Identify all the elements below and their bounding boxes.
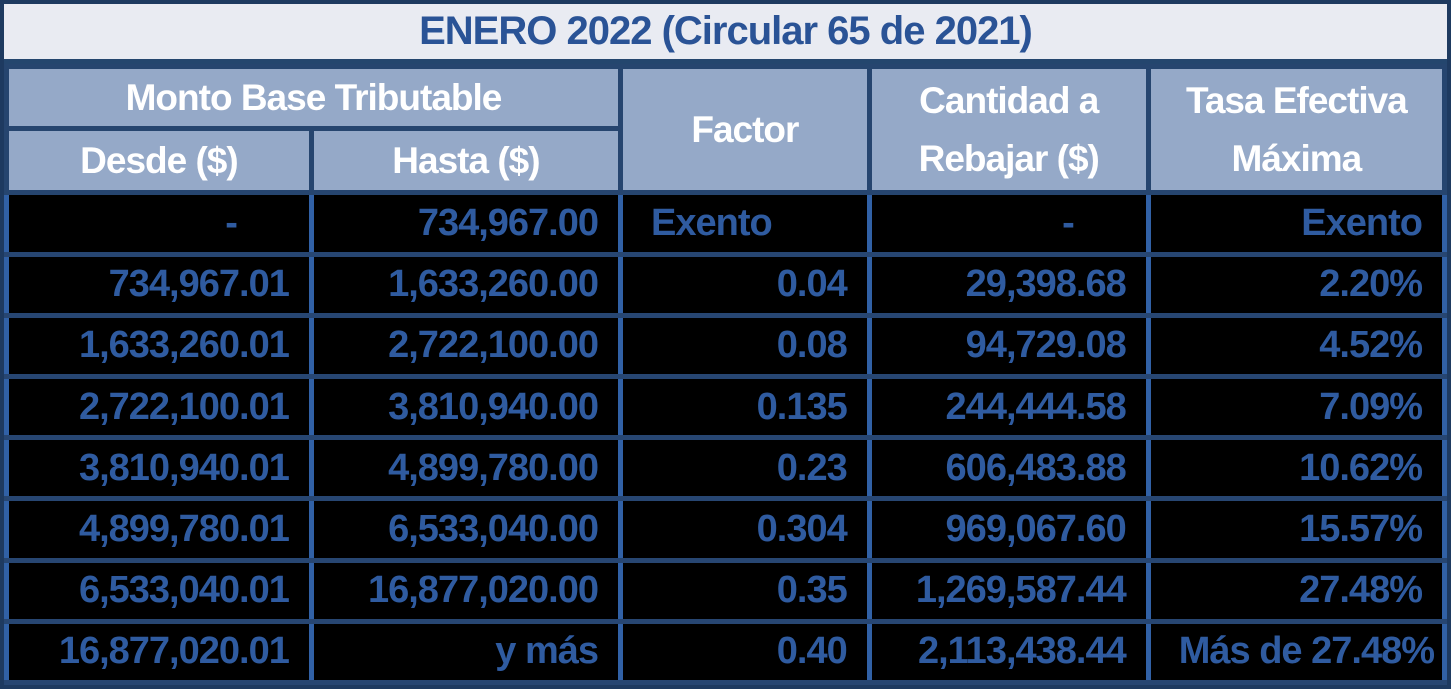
cell-cantidad-rebajar: 94,729.08 bbox=[866, 312, 1151, 379]
cell-hasta: 4,899,780.00 bbox=[308, 435, 624, 502]
table-row: 2,722,100.01 3,810,940.00 0.135 244,444.… bbox=[4, 373, 1447, 441]
cell-factor: Exento bbox=[618, 190, 872, 257]
table-row: 3,810,940.01 4,899,780.00 0.23 606,483.8… bbox=[4, 435, 1447, 502]
cell-desde: 3,810,940.01 bbox=[4, 435, 314, 502]
header-tasa-efectiva-maxima: Tasa Efectiva Máxima bbox=[1145, 63, 1447, 196]
cell-cantidad-rebajar: - bbox=[866, 190, 1151, 257]
header-desde: Desde ($) bbox=[4, 126, 314, 196]
cell-tasa-efectiva: 15.57% bbox=[1145, 496, 1447, 563]
table-row: 6,533,040.01 16,877,020.00 0.35 1,269,58… bbox=[4, 557, 1447, 624]
cell-cantidad-rebajar: 1,269,587.44 bbox=[866, 557, 1151, 624]
cell-desde: 734,967.01 bbox=[4, 251, 314, 318]
cell-tasa-efectiva: Más de 27.48% bbox=[1145, 618, 1447, 685]
cell-hasta: 2,722,100.00 bbox=[308, 312, 624, 379]
table-row: 4,899,780.01 6,533,040.00 0.304 969,067.… bbox=[4, 496, 1447, 563]
cell-hasta: 734,967.00 bbox=[308, 190, 624, 257]
cell-cantidad-rebajar: 29,398.68 bbox=[866, 251, 1151, 318]
cell-tasa-efectiva: 2.20% bbox=[1145, 251, 1447, 318]
cell-tasa-efectiva: 27.48% bbox=[1145, 557, 1447, 624]
table-row: 1,633,260.01 2,722,100.00 0.08 94,729.08… bbox=[4, 312, 1447, 379]
header-hasta: Hasta ($) bbox=[308, 126, 624, 196]
cell-factor: 0.40 bbox=[618, 618, 872, 685]
table-row: 16,877,020.01 y más 0.40 2,113,438.44 Má… bbox=[4, 618, 1447, 685]
cell-cantidad-rebajar: 969,067.60 bbox=[866, 496, 1151, 563]
cell-desde: 16,877,020.01 bbox=[4, 618, 314, 685]
cell-factor: 0.23 bbox=[618, 435, 872, 502]
cell-desde: 1,633,260.01 bbox=[4, 312, 314, 379]
cell-tasa-efectiva: 10.62% bbox=[1145, 435, 1447, 502]
cell-factor: 0.304 bbox=[618, 496, 872, 563]
header-factor: Factor bbox=[618, 63, 872, 196]
cell-hasta: 16,877,020.00 bbox=[308, 557, 624, 624]
cell-factor: 0.35 bbox=[618, 557, 872, 624]
table-title: ENERO 2022 (Circular 65 de 2021) bbox=[4, 4, 1447, 64]
cell-hasta: 1,633,260.00 bbox=[308, 251, 624, 318]
header-monto-base-tributable: Monto Base Tributable bbox=[4, 63, 623, 132]
table-row: 734,967.01 1,633,260.00 0.04 29,398.68 2… bbox=[4, 251, 1447, 318]
cell-desde: 4,899,780.01 bbox=[4, 496, 314, 563]
cell-desde: 2,722,100.01 bbox=[4, 373, 314, 441]
cell-tasa-efectiva: 4.52% bbox=[1145, 312, 1447, 379]
cell-desde: - bbox=[4, 190, 314, 257]
cell-tasa-efectiva: Exento bbox=[1145, 190, 1447, 257]
cell-cantidad-rebajar: 2,113,438.44 bbox=[866, 618, 1151, 685]
cell-factor: 0.135 bbox=[618, 373, 872, 441]
tax-table-grid: Monto Base Tributable Factor Cantidad a … bbox=[4, 63, 1447, 685]
cell-factor: 0.08 bbox=[618, 312, 872, 379]
cell-desde: 6,533,040.01 bbox=[4, 557, 314, 624]
cell-cantidad-rebajar: 606,483.88 bbox=[866, 435, 1151, 502]
cell-hasta: y más bbox=[308, 618, 624, 685]
cell-hasta: 3,810,940.00 bbox=[308, 373, 624, 441]
table-row: - 734,967.00 Exento - Exento bbox=[4, 190, 1447, 257]
cell-factor: 0.04 bbox=[618, 251, 872, 318]
header-cantidad-rebajar: Cantidad a Rebajar ($) bbox=[866, 63, 1151, 196]
cell-cantidad-rebajar: 244,444.58 bbox=[866, 373, 1151, 441]
cell-tasa-efectiva: 7.09% bbox=[1145, 373, 1447, 441]
cell-hasta: 6,533,040.00 bbox=[308, 496, 624, 563]
